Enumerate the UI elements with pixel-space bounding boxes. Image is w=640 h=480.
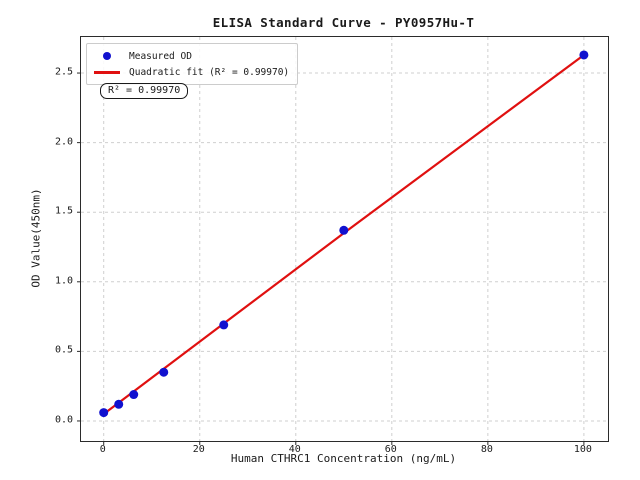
legend-label: Quadratic fit (R² = 0.99970): [129, 66, 290, 78]
x-tick-label: 100: [573, 444, 592, 455]
y-tick-label: 2.5: [54, 66, 73, 78]
data-point: [129, 390, 139, 400]
x-tick-label: 40: [288, 444, 301, 455]
x-tick-label: 80: [480, 444, 493, 455]
fit-line-icon: [94, 70, 120, 74]
legend-marker: [91, 70, 123, 74]
y-tick-label: 1.0: [54, 275, 73, 287]
plot-area: Measured OD Quadratic fit (R² = 0.99970)…: [77, 36, 609, 445]
data-point: [159, 367, 169, 377]
x-tick-label: 60: [384, 444, 397, 455]
legend-marker: [91, 52, 123, 60]
y-axis-label: OD Value(450nm): [29, 188, 43, 288]
data-point: [114, 399, 124, 409]
y-tick-label: 0.0: [54, 414, 73, 426]
y-tick-label: 2.0: [54, 136, 73, 148]
y-tick-label: 1.5: [54, 205, 73, 217]
legend-item-measured-od: Measured OD: [91, 48, 289, 64]
y-tick-label: 0.5: [54, 344, 73, 356]
legend: Measured OD Quadratic fit (R² = 0.99970): [86, 43, 299, 85]
chart-title: ELISA Standard Curve - PY0957Hu-T: [212, 15, 475, 30]
data-point: [339, 225, 349, 235]
x-tick-label: 20: [192, 444, 205, 455]
legend-item-quadratic-fit: Quadratic fit (R² = 0.99970): [91, 64, 289, 80]
plot-canvas: [77, 37, 608, 445]
data-point: [99, 408, 109, 418]
data-point: [579, 50, 589, 60]
x-tick-label: 0: [99, 444, 106, 455]
data-point: [219, 320, 229, 330]
legend-label: Measured OD: [129, 50, 192, 62]
scatter-dot-icon: [103, 52, 111, 60]
r-squared-annotation: R² = 0.99970: [100, 83, 189, 99]
x-axis-label: Human CTHRC1 Concentration (ng/mL): [230, 452, 457, 465]
